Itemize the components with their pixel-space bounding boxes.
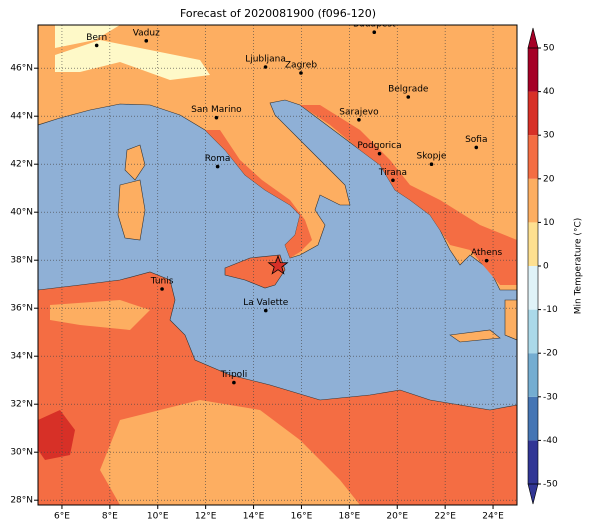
y-tick-label: 28°N (10, 496, 33, 506)
colorbar-band (528, 396, 538, 441)
colorbar-tick-label: -50 (543, 480, 558, 490)
city-label: Budapest (353, 20, 396, 30)
colorbar-extend (527, 27, 539, 49)
city-label: Tunis (150, 277, 174, 287)
colorbar-band (528, 222, 538, 266)
city-marker (232, 380, 236, 385)
city-label: Roma (205, 154, 231, 164)
city-label: Tripoli (220, 370, 248, 380)
city-marker (144, 39, 149, 43)
star-marker (267, 254, 289, 275)
colorbar-band (528, 440, 538, 484)
city-label: Sofia (465, 135, 487, 145)
x-tick-label: 22°E (434, 512, 456, 522)
colorbar-band (528, 48, 538, 92)
title: Forecast of 2020081900 (f096-120) (180, 7, 376, 20)
colorbar: -50 -40 -30 -20 -10 0 10 20 30 40 50 (527, 27, 558, 505)
city-marker (484, 258, 489, 263)
x-tick-label: 20°E (386, 512, 408, 522)
city-label: Vaduz (133, 28, 160, 38)
city-marker (215, 164, 220, 169)
y-tick-label: 44°N (10, 112, 33, 122)
city-marker (94, 43, 99, 48)
corsica (124, 144, 146, 181)
city-marker (263, 65, 268, 69)
city-marker (377, 151, 382, 156)
colorbar-label: Min Temperature (°C) (574, 218, 584, 315)
cool-zone (50, 300, 150, 330)
city-label: Belgrade (388, 85, 429, 95)
cool-zone (55, 40, 210, 80)
cool-zone (55, 25, 120, 48)
colorbar-band (528, 266, 538, 310)
city-label: Zagreb (285, 61, 317, 71)
grid (38, 25, 517, 505)
warm-band (300, 105, 517, 285)
map-frame (37, 24, 518, 506)
warm-band (205, 130, 312, 258)
x-tick-label: 14°E (243, 512, 265, 522)
city-label: Bern (86, 33, 107, 43)
city-marker (391, 178, 395, 183)
y-tick-label: 30°N (10, 448, 33, 458)
sardinia (117, 179, 146, 241)
colorbar-tick-label: 30 (543, 131, 555, 141)
x-tick-label: 18°E (339, 512, 361, 522)
city-marker (214, 115, 219, 120)
colorbar-band (528, 178, 538, 223)
colorbar-tick-label: -40 (543, 436, 558, 446)
city-label: La Valette (243, 298, 288, 308)
city-marker (372, 30, 377, 34)
colorbar-tick-label: -10 (543, 305, 558, 315)
x-tick-label: 24°E (482, 512, 504, 522)
city-label: Skopje (417, 152, 447, 162)
city-marker (263, 308, 268, 313)
colorbar-tick-label: 20 (543, 174, 555, 184)
x-tick-label: 10°E (147, 512, 169, 522)
colorbar-tick-label: 0 (543, 262, 549, 272)
city-label: Ljubljana (245, 55, 286, 65)
y-tick-label: 40°N (10, 208, 33, 218)
crete (449, 329, 501, 343)
city-marker (474, 145, 479, 150)
x-tick-label: 6°E (54, 512, 70, 522)
city-marker (357, 118, 361, 122)
colorbar-band (528, 353, 538, 397)
y-tick-label: 32°N (10, 400, 33, 410)
colorbar-tick-label: -30 (543, 392, 558, 402)
colorbar-band (528, 135, 538, 179)
city-label: Sarajevo (339, 107, 379, 117)
city-marker (299, 71, 303, 75)
city-label: San Marino (191, 105, 242, 115)
colorbar-extend (527, 483, 539, 505)
colorbar-tick-label: -20 (543, 349, 558, 359)
y-tick-label: 46°N (10, 64, 33, 74)
y-tick-label: 38°N (10, 256, 33, 266)
colorbar-band (528, 91, 538, 136)
city-label: Podgorica (357, 141, 401, 151)
hot-zone (38, 410, 75, 460)
axes: 6°E 8°E 10°E 12°E 14°E 16°E 18°E 20°E 22°E 24°E 28… (10, 64, 504, 522)
city-marker (160, 287, 164, 291)
city-label: Tirana (378, 168, 407, 178)
colorbar-tick-label: 10 (543, 218, 555, 228)
y-tick-label: 34°N (10, 352, 33, 362)
city-marker (429, 162, 434, 166)
city-marker (406, 95, 411, 99)
colorbar-band (528, 309, 538, 354)
turkey (504, 299, 517, 341)
city-label: Athens (471, 248, 502, 258)
x-tick-label: 16°E (291, 512, 313, 522)
y-tick-label: 36°N (10, 304, 33, 314)
x-tick-label: 8°E (102, 512, 118, 522)
y-tick-label: 42°N (10, 160, 33, 170)
colorbar-tick-label: 50 (543, 44, 555, 54)
x-tick-label: 12°E (195, 512, 217, 522)
colorbar-tick-label: 40 (543, 87, 555, 97)
